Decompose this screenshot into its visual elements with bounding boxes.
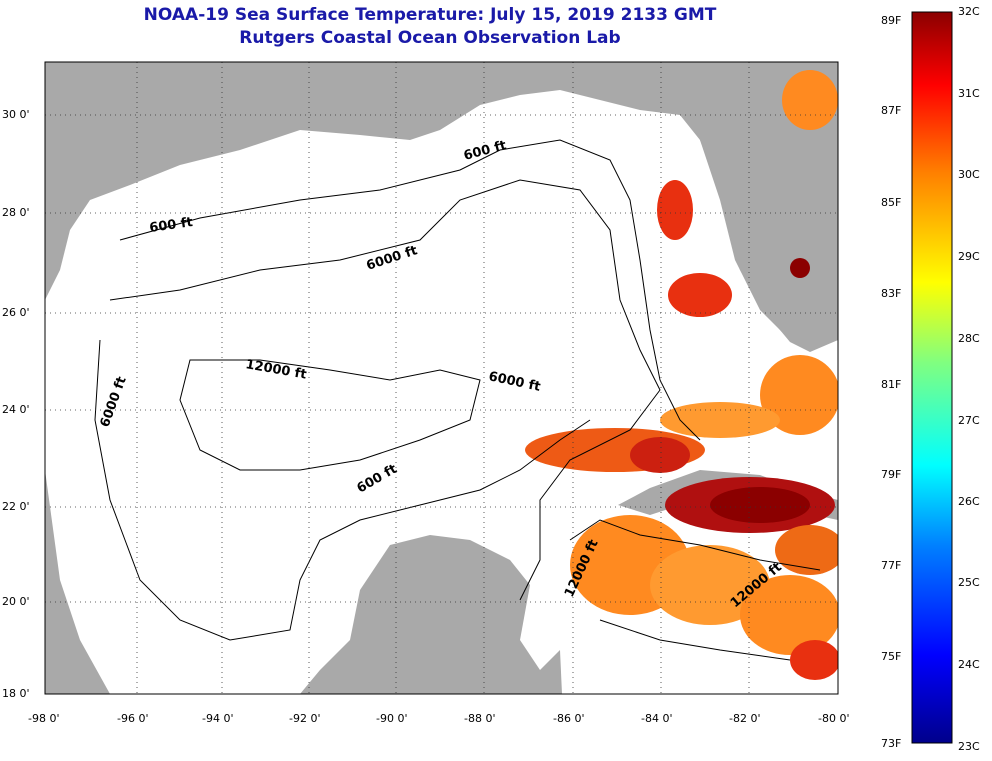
lat-tick-label: 28 0' (2, 206, 30, 219)
colorbar-c-label: 29C (958, 250, 980, 263)
lat-tick-label: 20 0' (2, 595, 30, 608)
map-frame (44, 61, 839, 695)
lat-tick-label: 26 0' (2, 306, 30, 319)
lon-tick-label: -86 0' (553, 712, 585, 725)
lat-tick-label: 18 0' (2, 687, 30, 700)
lat-tick-label: 22 0' (2, 500, 30, 513)
florida-peninsula (690, 62, 838, 352)
central-america-land (45, 470, 110, 694)
colorbar-c-label: 23C (958, 740, 980, 753)
colorbar-f-label: 79F (881, 468, 902, 481)
lon-tick-label: -94 0' (202, 712, 234, 725)
lat-tick-label: 30 0' (2, 108, 30, 121)
lon-tick-label: -80 0' (818, 712, 850, 725)
colorbar-c-label: 24C (958, 658, 980, 671)
map-title: NOAA-19 Sea Surface Temperature: July 15… (143, 5, 717, 25)
lon-tick-label: -84 0' (641, 712, 673, 725)
lon-tick-label: -82 0' (729, 712, 761, 725)
map-subtitle: Rutgers Coastal Ocean Observation Lab (239, 28, 621, 48)
lon-tick-label: -96 0' (117, 712, 149, 725)
colorbar-f-label: 77F (881, 559, 902, 572)
lon-tick-label: -90 0' (376, 712, 408, 725)
colorbar-f-label: 85F (881, 196, 902, 209)
colorbar-c-label: 31C (958, 87, 980, 100)
colorbar-f-label: 89F (881, 14, 902, 27)
colorbar-c-label: 26C (958, 495, 980, 508)
colorbar-c-label: 30C (958, 168, 980, 181)
lon-tick-label: -98 0' (28, 712, 60, 725)
colorbar-c-label: 25C (958, 576, 980, 589)
colorbar-f-label: 73F (881, 737, 902, 750)
lon-tick-label: -88 0' (464, 712, 496, 725)
yucatan-peninsula (300, 535, 562, 694)
colorbar-f-label: 83F (881, 287, 902, 300)
contour-label: 600 ft (148, 215, 193, 236)
sst-patches (525, 70, 838, 680)
colorbar-c-label: 28C (958, 332, 980, 345)
lat-tick-label: 24 0' (2, 403, 30, 416)
colorbar-f-label: 87F (881, 104, 902, 117)
colorbar-c-label: 32C (958, 5, 980, 18)
bathymetry-contours (94, 139, 821, 661)
colorbar-f-label: 81F (881, 378, 902, 391)
temperature-colorbar (911, 11, 953, 744)
lon-tick-label: -92 0' (289, 712, 321, 725)
colorbar-f-label: 75F (881, 650, 902, 663)
graticule (45, 62, 838, 694)
colorbar-c-label: 27C (958, 414, 980, 427)
